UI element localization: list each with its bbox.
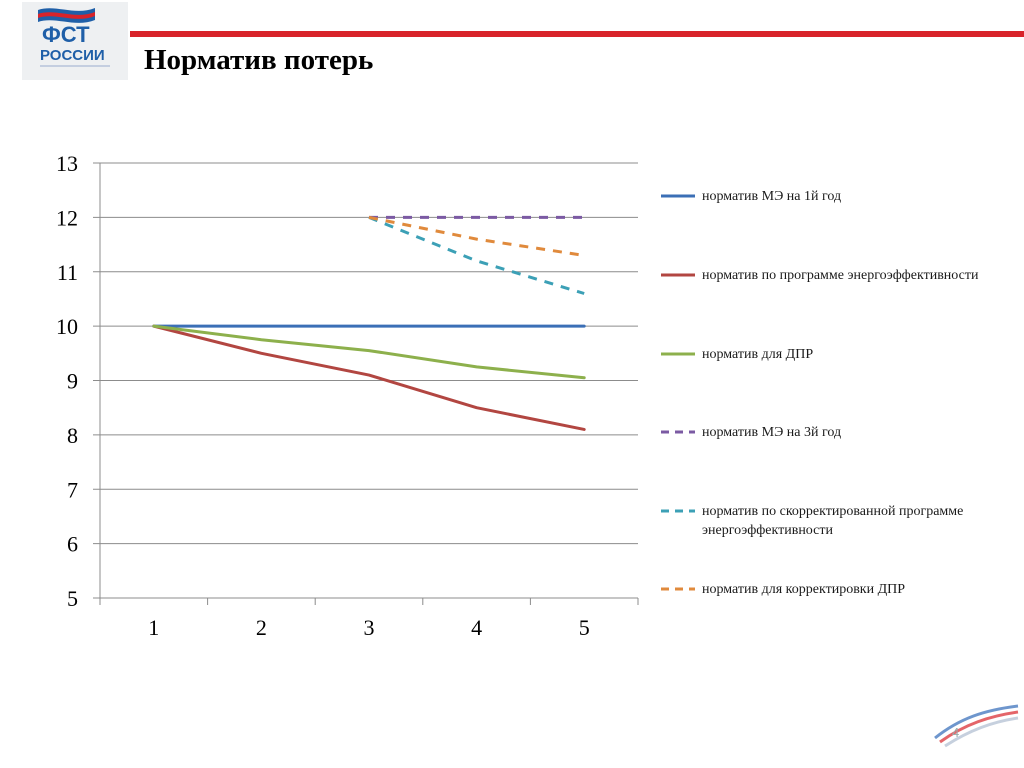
y-tick-label: 8: [67, 423, 78, 448]
legend-swatch: [661, 273, 695, 277]
slide-title: Норматив потерь: [144, 44, 374, 76]
legend-item: норматив МЭ на 3й год: [660, 423, 992, 442]
legend-label: норматив МЭ на 1й год: [702, 189, 842, 204]
x-tick-label: 2: [256, 615, 267, 640]
header-red-line: [0, 31, 1024, 37]
series-line-3: [152, 324, 586, 380]
legend-item: норматив МЭ на 1й год: [660, 187, 992, 206]
y-tick-label: 5: [67, 586, 78, 611]
y-tick-label: 10: [56, 314, 78, 339]
y-tick-label: 7: [67, 477, 78, 502]
decorative-swoosh-icon: [934, 704, 1019, 748]
legend-item: норматив по скорректированной программе …: [660, 502, 992, 540]
series-line-5: [368, 215, 585, 295]
y-tick-label: 6: [67, 532, 78, 557]
legend-label: норматив МЭ на 3й год: [702, 425, 842, 440]
legend-label: норматив для ДПР: [702, 347, 814, 362]
legend-swatch: [661, 587, 695, 591]
legend-swatch: [661, 352, 695, 356]
svg-text:ФСТ: ФСТ: [42, 22, 90, 47]
y-tick-label: 9: [67, 369, 78, 394]
legend-label: норматив для корректировки ДПР: [702, 582, 906, 597]
series-line-6: [368, 215, 585, 257]
y-tick-label: 12: [56, 205, 78, 230]
logo-area: ФСТ РОССИИ: [0, 0, 130, 82]
legend-swatch: [661, 194, 695, 198]
legend-label: норматив по скорректированной программе …: [702, 504, 964, 538]
x-tick-label: 1: [148, 615, 159, 640]
legend-swatch: [661, 509, 695, 513]
series-line-2: [152, 324, 586, 431]
page-number: 4: [952, 725, 960, 740]
fst-logo: ФСТ РОССИИ: [22, 2, 128, 80]
x-tick-label: 4: [471, 615, 482, 640]
chart-legend: норматив МЭ на 1й год норматив по програм…: [660, 0, 1020, 768]
legend-item: норматив по программе энергоэффективност…: [660, 266, 992, 285]
legend-item: норматив для ДПР: [660, 345, 992, 364]
legend-item: норматив для корректировки ДПР: [660, 580, 992, 599]
y-tick-label: 11: [57, 260, 78, 285]
y-tick-label: 13: [56, 151, 78, 176]
svg-text:РОССИИ: РОССИИ: [40, 47, 105, 64]
legend-swatch: [661, 430, 695, 434]
legend-label: норматив по программе энергоэффективност…: [702, 268, 979, 283]
x-tick-label: 3: [364, 615, 375, 640]
x-tick-label: 5: [579, 615, 590, 640]
